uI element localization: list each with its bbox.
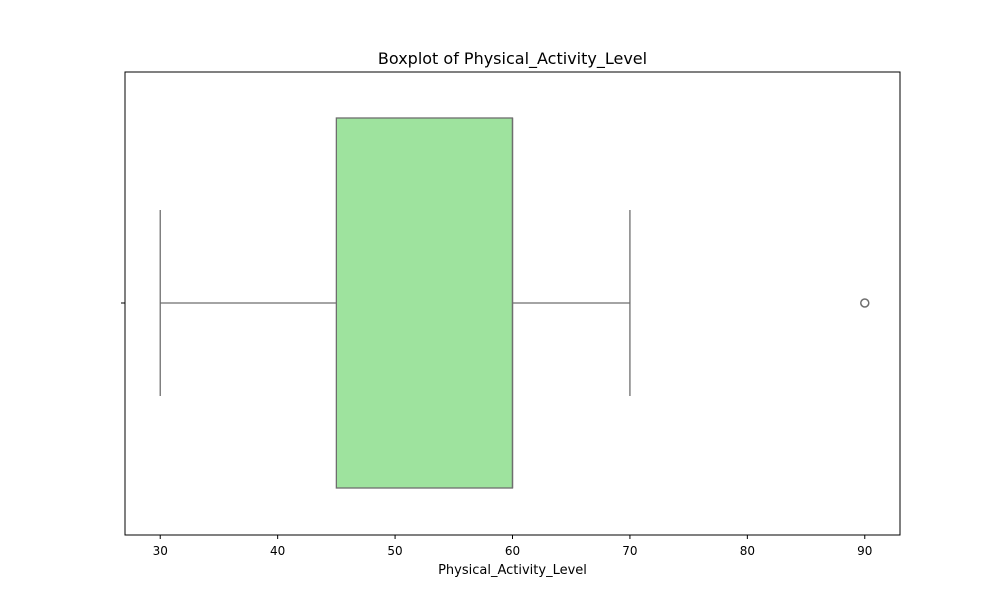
interquartile-box bbox=[335, 117, 514, 489]
chart-title: Boxplot of Physical_Activity_Level bbox=[378, 49, 647, 69]
x-tick-label: 40 bbox=[270, 544, 285, 558]
x-tick-label: 30 bbox=[153, 544, 168, 558]
x-tick-label: 70 bbox=[622, 544, 637, 558]
x-tick-label: 60 bbox=[505, 544, 520, 558]
plot-area bbox=[159, 117, 870, 489]
x-tick-label: 50 bbox=[387, 544, 402, 558]
x-axis: 30 40 50 60 70 80 90 bbox=[153, 535, 872, 558]
outlier-point bbox=[860, 298, 870, 308]
x-tick-label: 90 bbox=[857, 544, 872, 558]
x-axis-label: Physical_Activity_Level bbox=[438, 563, 587, 578]
x-tick-label: 80 bbox=[740, 544, 755, 558]
